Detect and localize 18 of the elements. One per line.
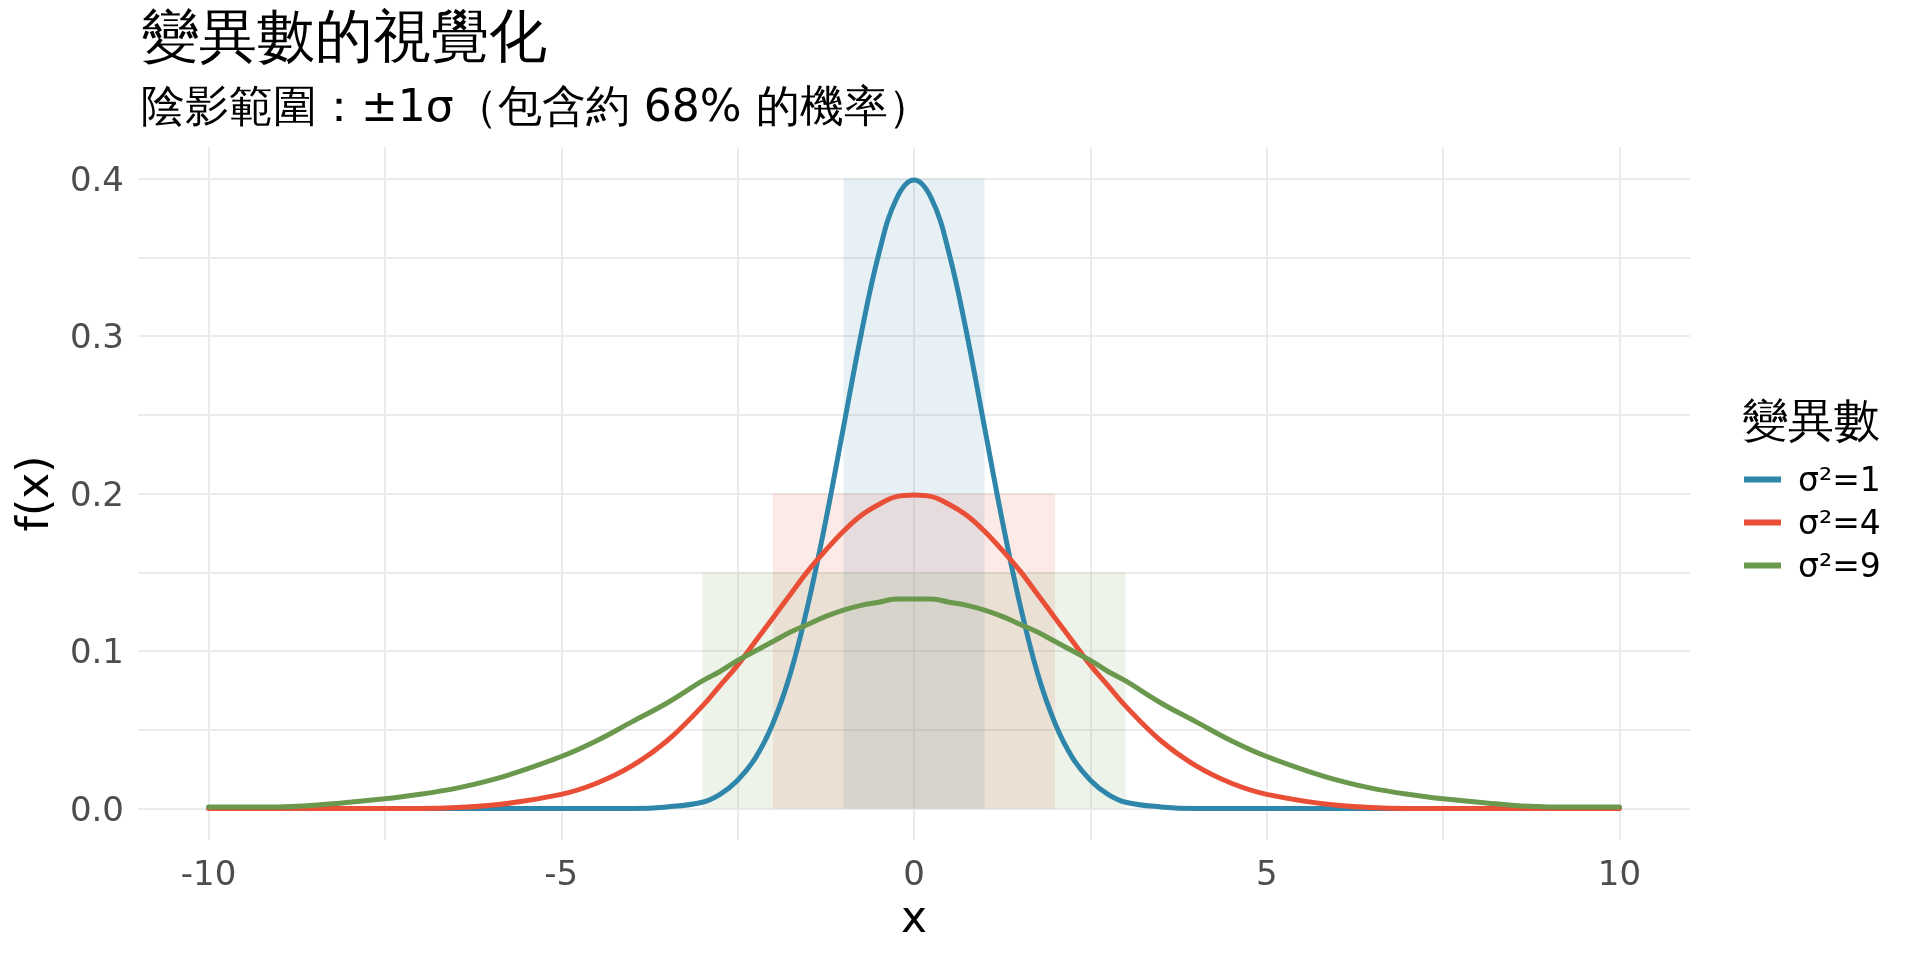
y-tick-label: 0.0 xyxy=(69,788,124,829)
legend-label: σ²=1 xyxy=(1798,460,1881,499)
legend-label: σ²=9 xyxy=(1798,546,1881,585)
chart-subtitle: 陰影範圍：±1σ（包含約 68% 的機率） xyxy=(141,79,932,131)
y-tick-label: 0.4 xyxy=(69,158,124,199)
x-tick-label: -5 xyxy=(544,853,579,893)
y-tick-label: 0.2 xyxy=(69,473,124,514)
x-tick-label: -10 xyxy=(180,853,237,893)
x-axis-title: x xyxy=(900,891,928,943)
legend-label: σ²=4 xyxy=(1798,503,1881,542)
y-axis-title: f(x) xyxy=(6,455,58,532)
y-tick-label: 0.1 xyxy=(69,631,124,671)
chart-title: 變異數的視覺化 xyxy=(141,2,547,70)
legend-title: 變異數 xyxy=(1742,393,1880,447)
x-tick-label: 0 xyxy=(903,853,925,893)
y-tick-label: 0.3 xyxy=(69,316,124,356)
x-tick-label: 10 xyxy=(1597,853,1642,893)
x-tick-label: 5 xyxy=(1255,853,1278,893)
